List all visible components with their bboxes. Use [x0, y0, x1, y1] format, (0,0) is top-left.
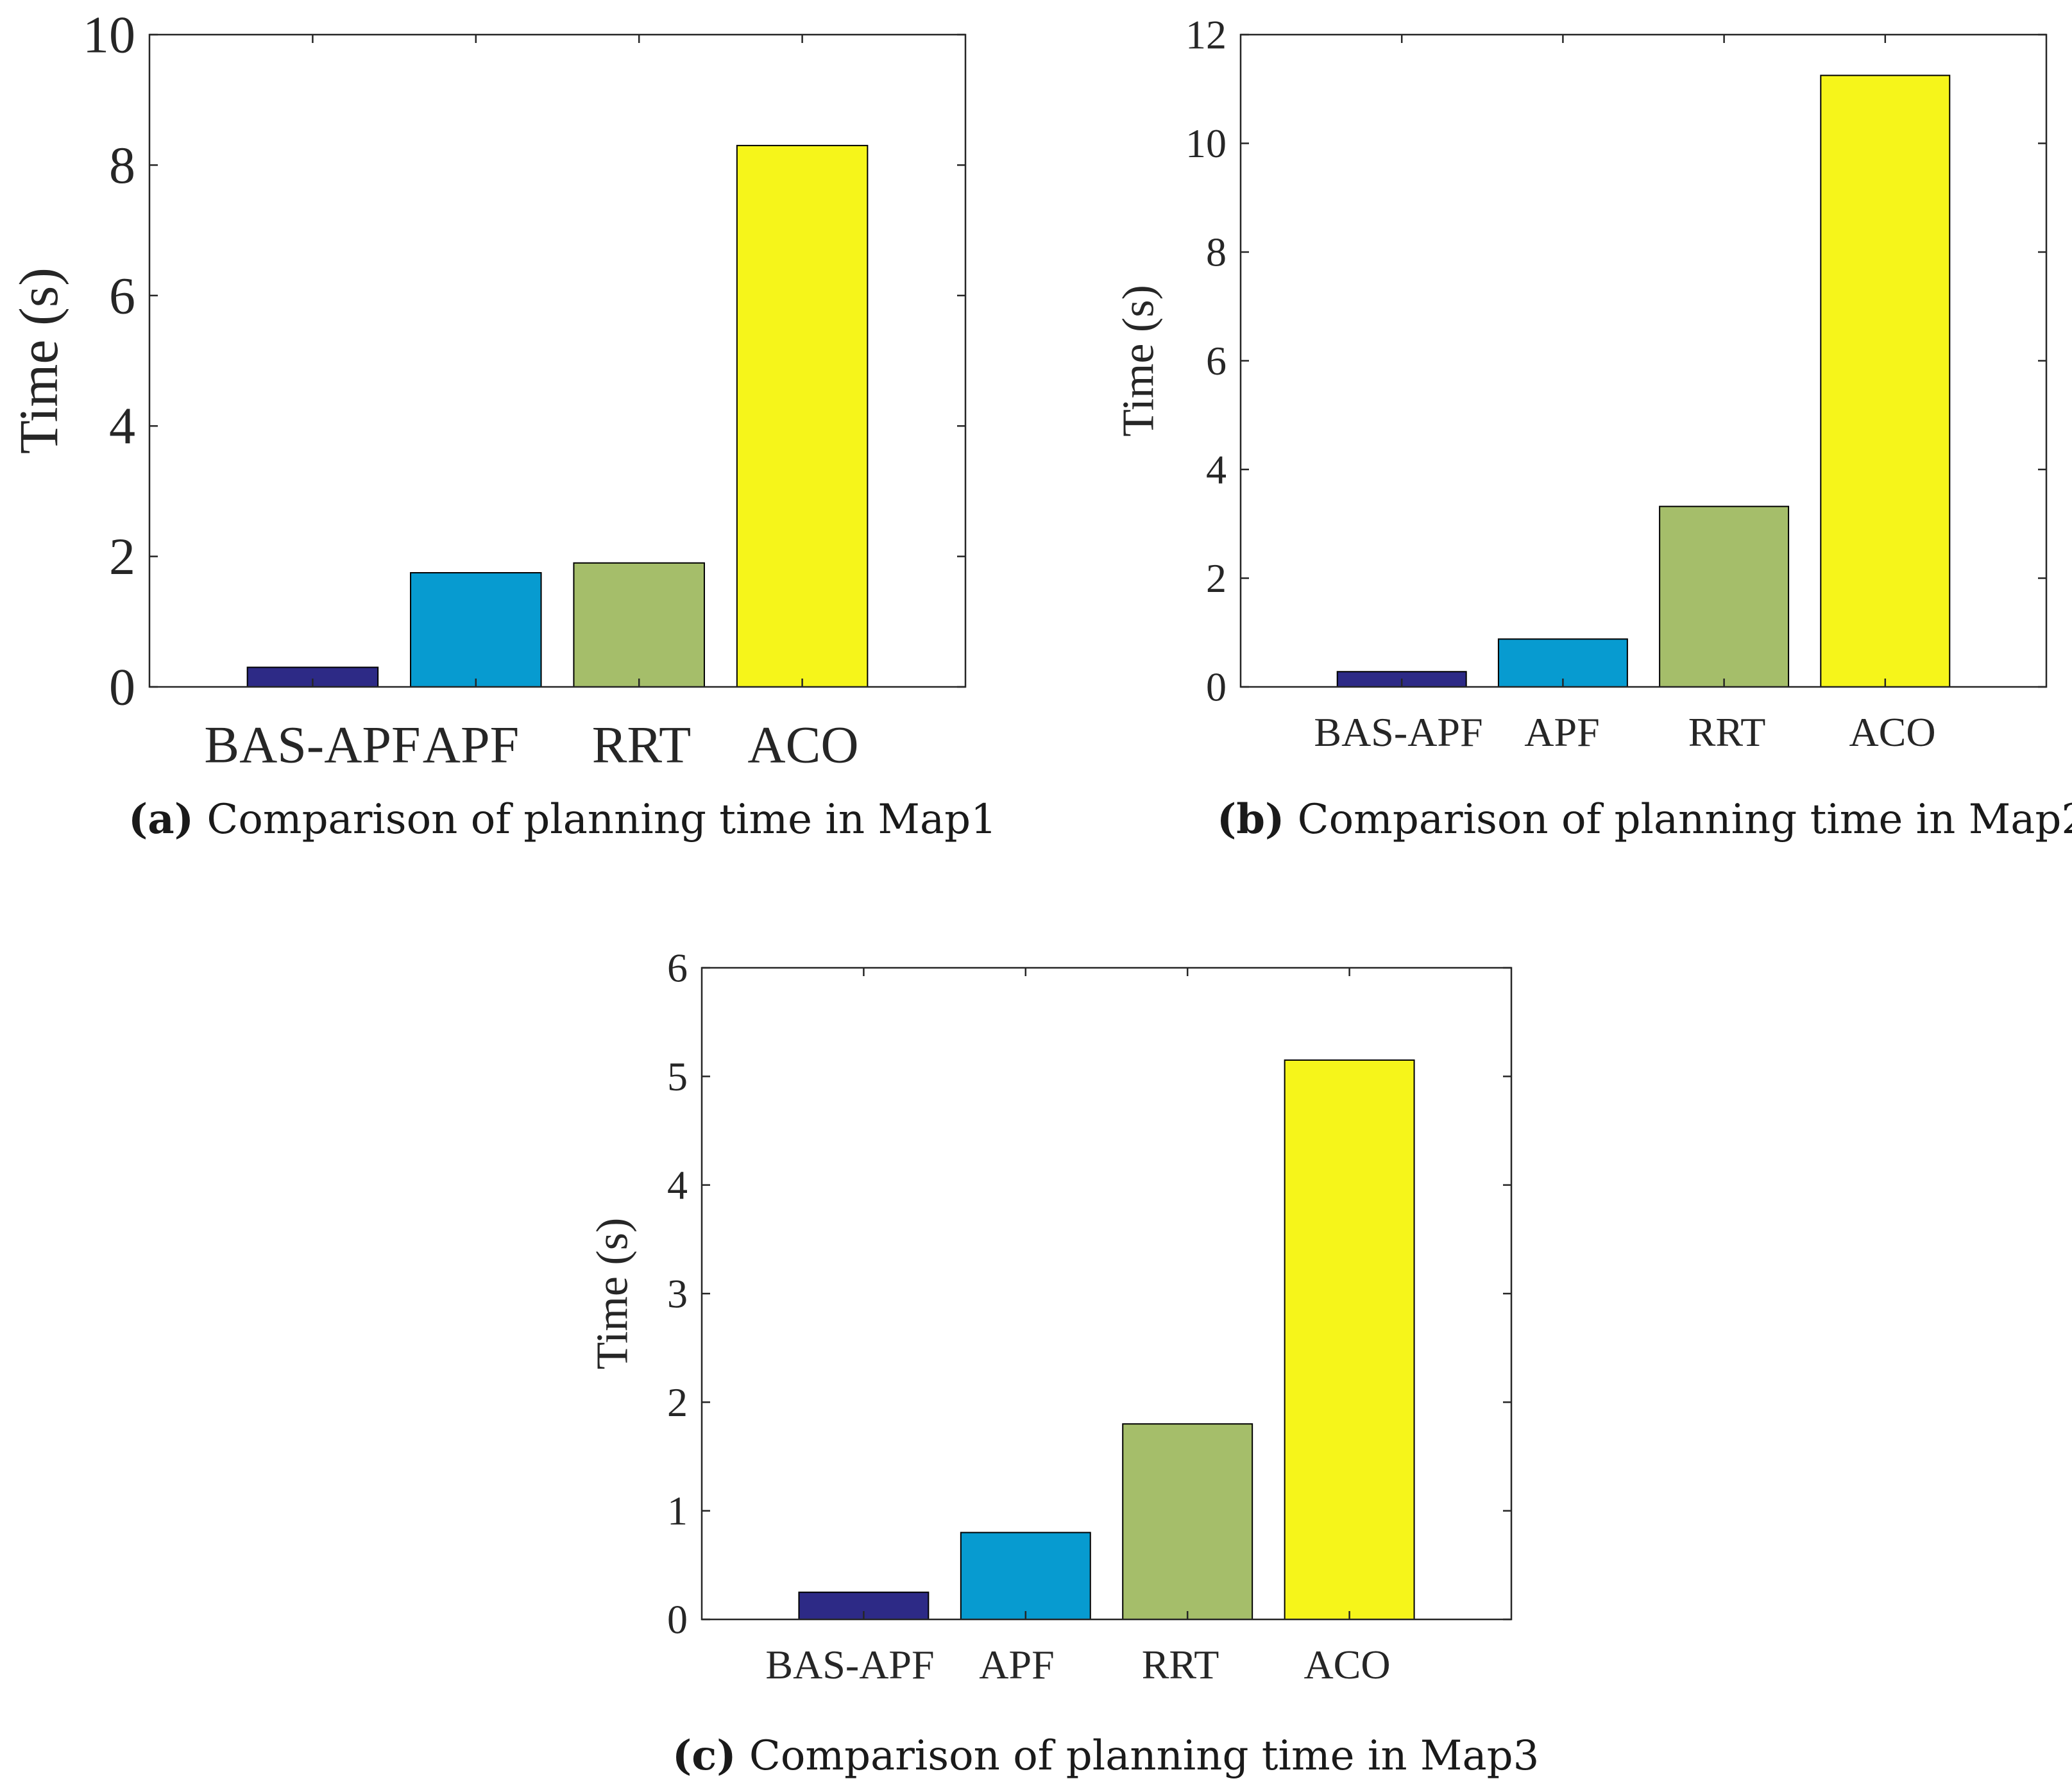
chart-c-ylabel: Time (s): [588, 1218, 638, 1370]
chart-b-ytick-label: 10: [1185, 121, 1227, 166]
chart-c-bar-aco: [1284, 1059, 1415, 1620]
chart-c-ytick-label: 4: [667, 1162, 688, 1208]
chart-c-xtick-label: BAS-APF: [765, 1642, 934, 1687]
chart-a-bar-aco: [736, 144, 869, 688]
chart-a-axes-box: [148, 33, 967, 688]
chart-b-xtick-label: BAS-APF: [1314, 709, 1482, 755]
chart-a-ytick-label: 6: [109, 266, 135, 325]
chart-a-xtick-label: APF: [423, 716, 519, 774]
chart-a: 0 2 4 6 8 10 BAS-APF APF RRT ACO Time (s): [8, 6, 967, 774]
caption-a-text: Comparison of planning time in Map1: [207, 796, 997, 843]
chart-c-ytick-label: 0: [667, 1597, 688, 1642]
caption-c: (c) Comparison of planning time in Map3: [672, 1732, 1539, 1780]
chart-a-xtick-label: ACO: [747, 716, 858, 774]
chart-a-xtick-label: RRT: [592, 716, 692, 774]
chart-a-ytick-label: 8: [109, 136, 135, 194]
chart-b-bar-rrt: [1659, 505, 1790, 688]
chart-c-ytick-label: 3: [667, 1271, 688, 1317]
caption-a-label: (a): [128, 795, 194, 843]
chart-a-ytick-label: 2: [109, 527, 135, 586]
chart-c-ytick-label: 5: [667, 1054, 688, 1099]
chart-b-ytick-label: 0: [1206, 664, 1227, 710]
chart-a-xtick-label: BAS-APF: [204, 716, 420, 774]
chart-a-ytick-label: 10: [83, 6, 135, 64]
caption-a: (a) Comparison of planning time in Map1: [128, 795, 997, 843]
chart-c: 0 1 2 3 4 5 6 BAS-APF APF RRT ACO Time (s): [588, 945, 1513, 1687]
chart-c-xtick-label: RRT: [1142, 1642, 1219, 1687]
chart-b-xtick-label: APF: [1524, 709, 1599, 755]
chart-b: 0 2 4 6 8 10 12 BAS-APF APF RRT ACO Time (s): [1114, 12, 2048, 755]
caption-c-label: (c): [672, 1732, 736, 1780]
chart-b-ytick-label: 4: [1206, 447, 1227, 493]
caption-c-text: Comparison of planning time in Map3: [749, 1732, 1540, 1780]
chart-b-xtick-label: ACO: [1849, 709, 1935, 755]
chart-b-xtick-label: RRT: [1688, 709, 1766, 755]
chart-c-bar-rrt: [1122, 1423, 1253, 1620]
chart-a-bar-apf: [410, 572, 542, 688]
chart-b-ytick-label: 12: [1185, 12, 1227, 58]
chart-c-ytick-label: 1: [667, 1488, 688, 1533]
caption-b: (b) Comparison of planning time in Map2: [1217, 795, 2072, 843]
chart-c-ytick-label: 6: [667, 945, 688, 991]
caption-b-label: (b): [1217, 795, 1285, 843]
chart-a-ytick-label: 4: [109, 397, 135, 455]
chart-b-ytick-label: 6: [1206, 338, 1227, 384]
chart-c-xtick-label: APF: [979, 1642, 1054, 1687]
chart-c-xtick-label: ACO: [1303, 1642, 1390, 1687]
chart-b-ytick-label: 8: [1206, 230, 1227, 275]
caption-b-text: Comparison of planning time in Map2: [1297, 796, 2072, 843]
chart-a-ylabel: Time (s): [8, 267, 69, 454]
chart-b-ylabel: Time (s): [1114, 285, 1164, 437]
chart-b-bar-aco: [1820, 74, 1951, 688]
chart-b-ytick-label: 2: [1206, 555, 1227, 601]
chart-a-bar-rrt: [573, 562, 705, 688]
chart-c-bar-apf: [960, 1532, 1091, 1621]
chart-c-ytick-label: 2: [667, 1380, 688, 1425]
chart-a-ytick-label: 0: [109, 658, 135, 716]
